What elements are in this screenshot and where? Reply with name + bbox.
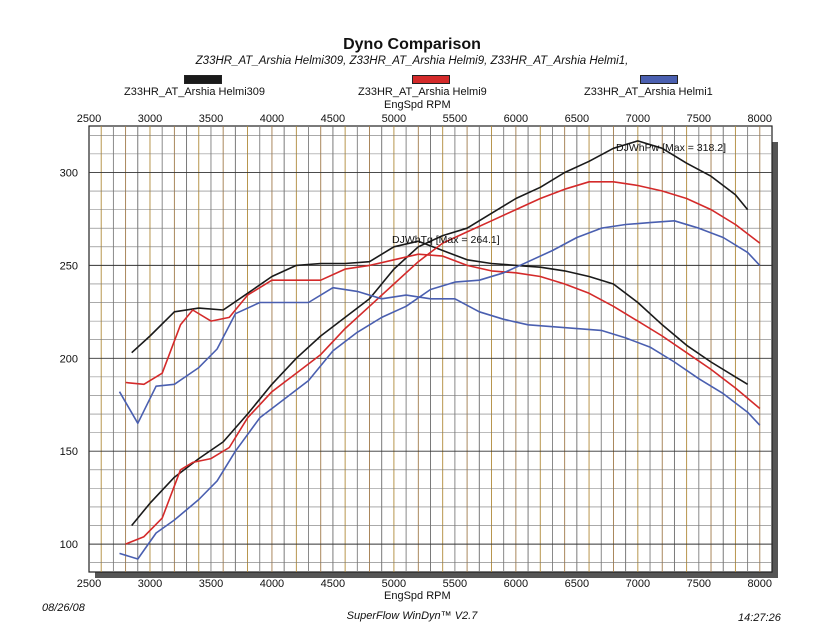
- x-tick-label-top: 2500: [77, 113, 101, 125]
- y-tick-label: 100: [60, 539, 78, 551]
- x-tick-label-bottom: 4500: [321, 578, 345, 590]
- series-line-power-2: [119, 220, 761, 560]
- x-tick-label-bottom: 6000: [504, 578, 528, 590]
- x-tick-label-top: 8000: [748, 113, 772, 125]
- x-tick-label-bottom: 8000: [748, 578, 772, 590]
- series-line-torque-0: [131, 240, 749, 385]
- y-tick-label: 250: [60, 260, 78, 272]
- annotation-max-torque: DJWhTq [Max = 264.1]: [392, 234, 500, 246]
- vertical-gridlines: [100, 126, 761, 572]
- x-tick-label-bottom: 2500: [77, 578, 101, 590]
- x-tick-label-top: 7500: [687, 113, 711, 125]
- legend-label-helmi309: Z33HR_AT_Arshia Helmi309: [124, 86, 266, 98]
- series-line-torque-2: [118, 286, 761, 426]
- footer-date: 08/26/08: [42, 602, 85, 614]
- footer-software: SuperFlow WinDyn™ V2.7: [346, 610, 478, 622]
- x-tick-label-top: 4500: [321, 113, 345, 125]
- series-layer: [118, 140, 761, 560]
- x-tick-label-bottom: 3500: [199, 578, 223, 590]
- legend-label-helmi9: Z33HR_AT_Arshia Helmi9: [358, 86, 487, 98]
- series-line-power-1: [125, 181, 761, 545]
- horizontal-gridlines: [89, 134, 772, 564]
- x-tick-label-bottom: 5000: [382, 578, 406, 590]
- legend-label-helmi1: Z33HR_AT_Arshia Helmi1: [584, 86, 713, 98]
- x-tick-label-top: 6500: [565, 113, 589, 125]
- x-ticks-top: 2500 3000 3500 4000 4500 5000 5500 6000 6500 7000…: [77, 113, 772, 125]
- x-tick-label-top: 3000: [138, 113, 162, 125]
- x-tick-label-bottom: 4000: [260, 578, 284, 590]
- x-tick-label-top: 6000: [504, 113, 528, 125]
- x-tick-label-bottom: 7500: [687, 578, 711, 590]
- x-tick-label-top: 5500: [443, 113, 467, 125]
- y-ticks-left: 100 150 200 250 300: [60, 167, 78, 551]
- x-tick-label-top: 4000: [260, 113, 284, 125]
- x-tick-label-bottom: 6500: [565, 578, 589, 590]
- x-ticks-bottom: 2500 3000 3500 4000 4500 5000 5500 6000 6500 7000…: [77, 578, 772, 590]
- x-tick-label-top: 5000: [382, 113, 406, 125]
- x-tick-label-top: 3500: [199, 113, 223, 125]
- x-tick-label-bottom: 7000: [626, 578, 650, 590]
- x-tick-label-bottom: 5500: [443, 578, 467, 590]
- x-axis-label-bottom: EngSpd RPM: [384, 590, 451, 602]
- x-axis-label-top: EngSpd RPM: [384, 99, 451, 111]
- y-tick-label: 300: [60, 167, 78, 179]
- chart-title: Dyno Comparison: [343, 36, 481, 53]
- chart-subtitle: Z33HR_AT_Arshia Helmi309, Z33HR_AT_Arshi…: [195, 55, 629, 67]
- legend-swatch-helmi1: [640, 75, 678, 84]
- x-tick-label-top: 7000: [626, 113, 650, 125]
- y-tick-label: 200: [60, 353, 78, 365]
- series-line-torque-1: [125, 253, 761, 410]
- x-tick-label-bottom: 3000: [138, 578, 162, 590]
- annotation-max-power: DJWhPw [Max = 318.2]: [616, 142, 726, 154]
- series-line-power-0: [131, 140, 749, 527]
- footer-time: 14:27:26: [738, 612, 781, 624]
- legend-swatch-helmi9: [412, 75, 450, 84]
- y-tick-label: 150: [60, 446, 78, 458]
- legend-swatch-helmi309: [184, 75, 222, 84]
